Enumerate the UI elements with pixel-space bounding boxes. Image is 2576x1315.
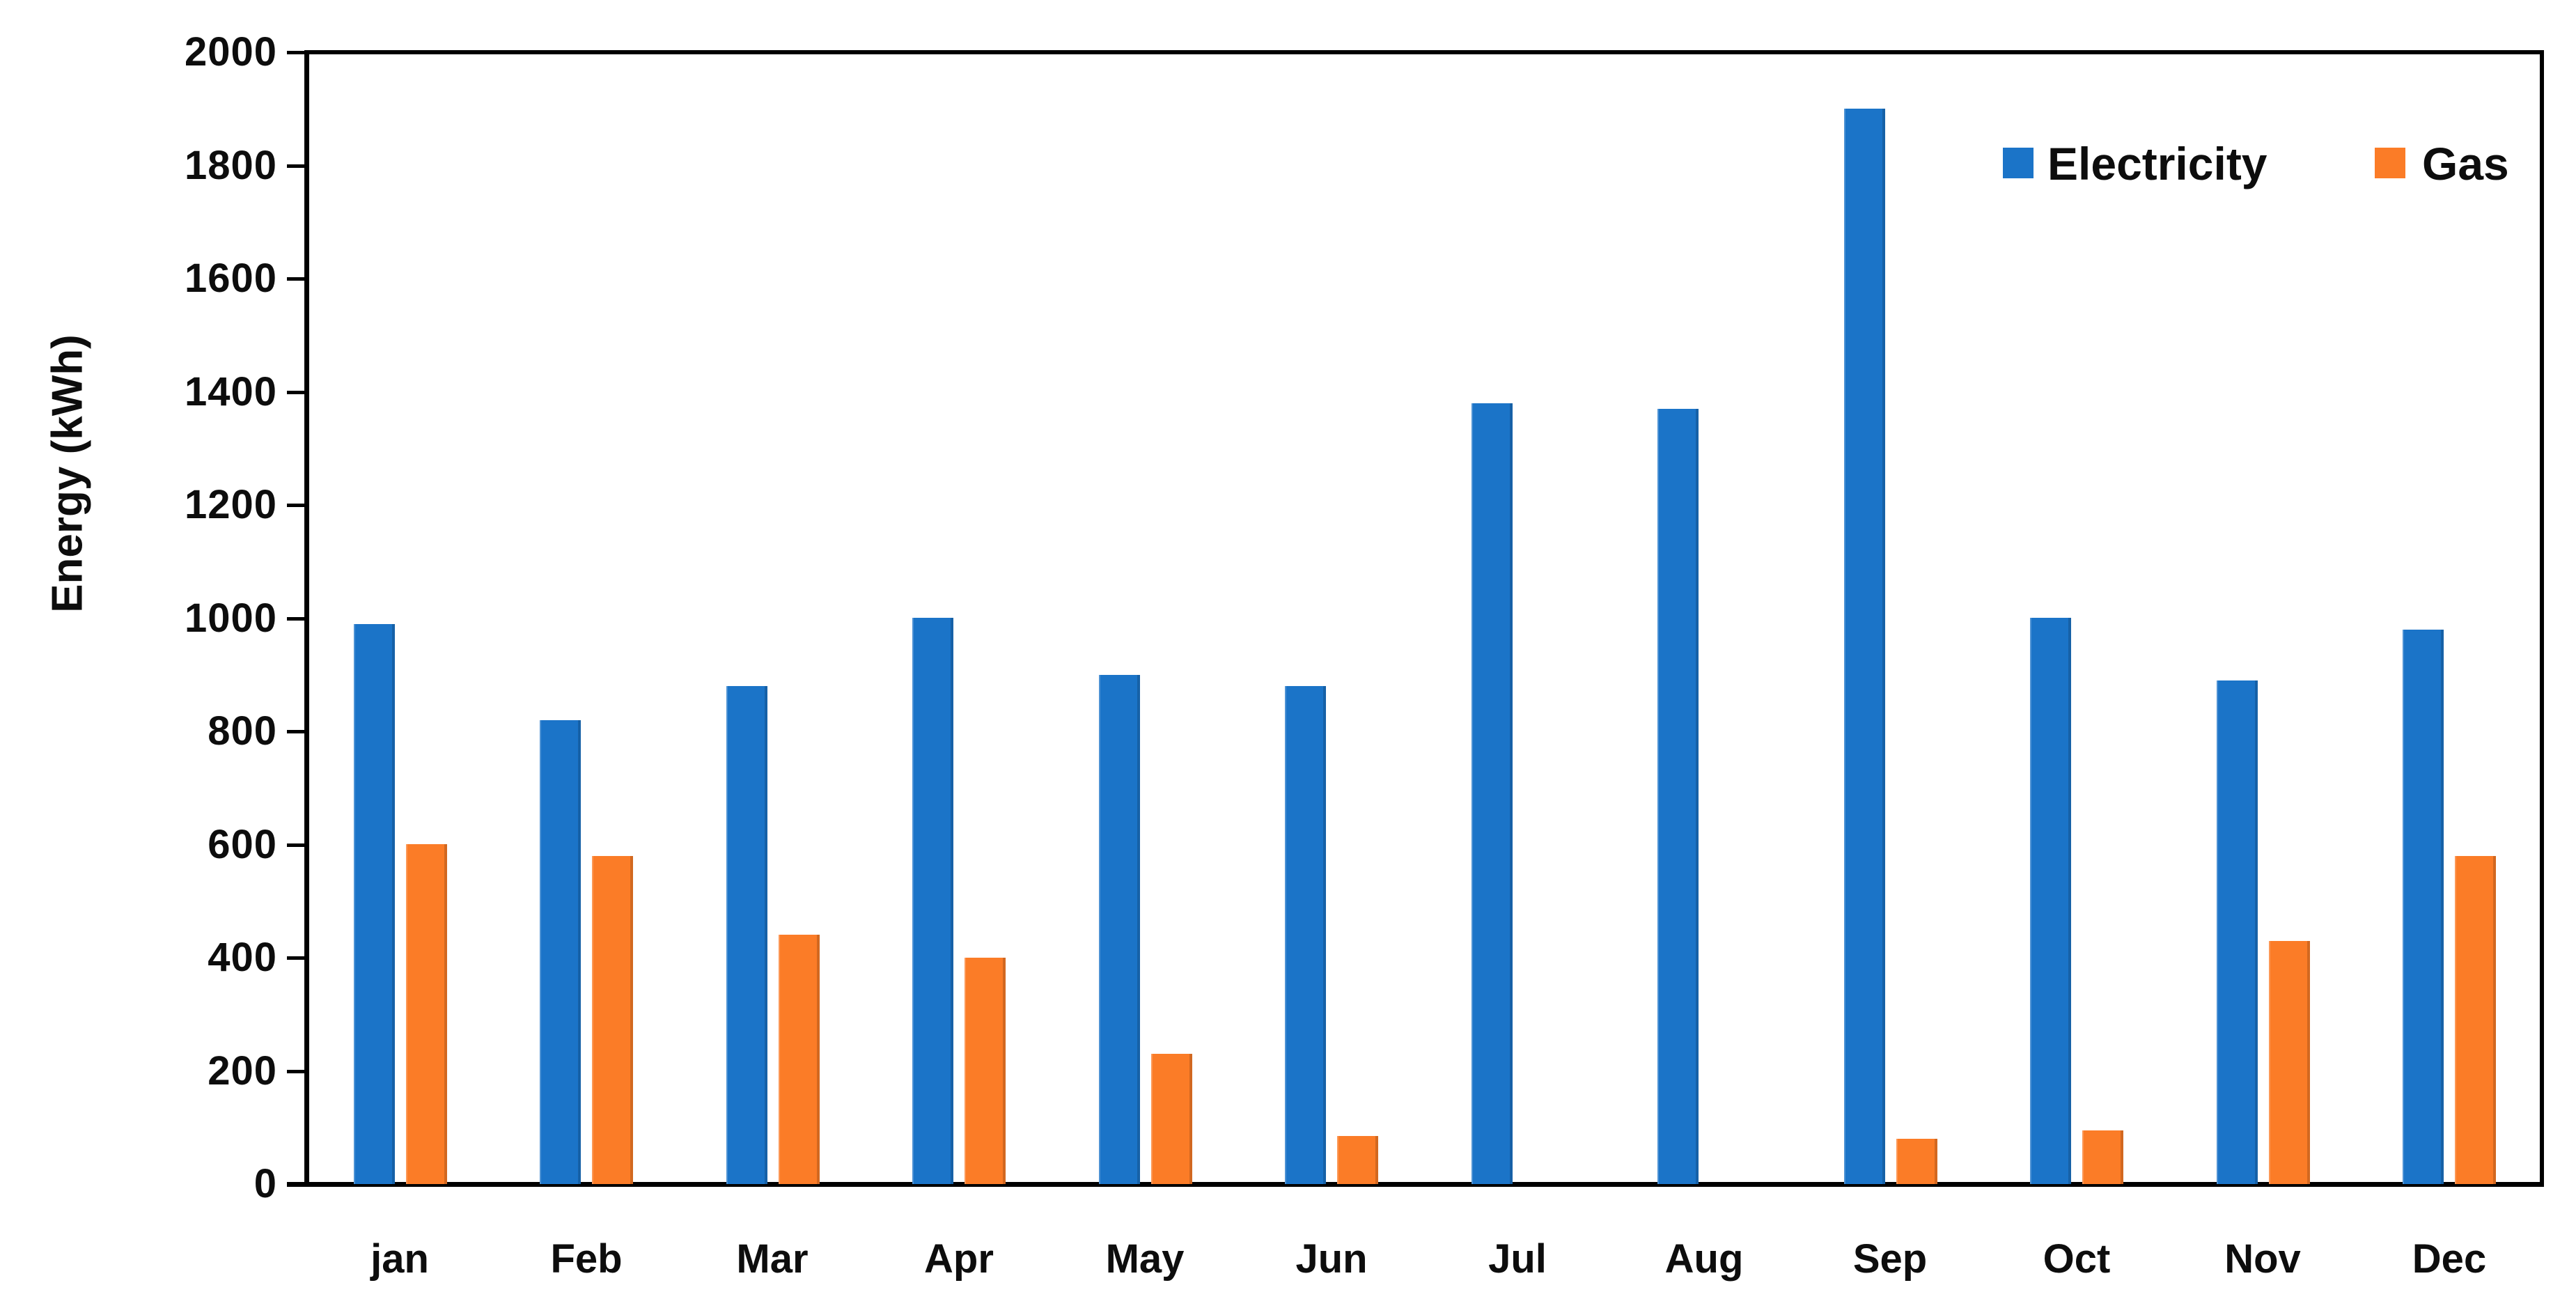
x-label-feb: Feb: [550, 1236, 623, 1282]
y-tick-mark-1400: [287, 390, 306, 394]
y-tick-label-400: 400: [208, 935, 277, 980]
bar-electricity-nov: [2217, 680, 2258, 1184]
y-tick-mark-1200: [287, 504, 306, 507]
legend-label-gas: Gas: [2422, 138, 2509, 189]
bar-gas-sep: [1896, 1139, 1937, 1184]
x-label-aug: Aug: [1664, 1236, 1744, 1282]
bar-electricity-jan: [354, 624, 395, 1184]
bar-gas-apr: [965, 958, 1006, 1184]
bar-electricity-feb: [540, 720, 581, 1184]
bar-electricity-mar: [726, 686, 767, 1184]
x-axis-line: [287, 1182, 2544, 1187]
y-tick-mark-800: [287, 730, 306, 733]
bar-gas-oct: [2082, 1130, 2123, 1184]
legend-swatch-gas: [2375, 148, 2405, 178]
x-label-nov: Nov: [2224, 1236, 2301, 1282]
bar-gas-dec: [2455, 856, 2496, 1184]
bar-gas-jan: [406, 844, 447, 1184]
legend-swatch-electricity: [2003, 148, 2034, 178]
bar-electricity-jun: [1285, 686, 1326, 1184]
y-tick-label-600: 600: [208, 821, 277, 867]
bar-gas-mar: [779, 935, 820, 1184]
y-tick-mark-2000: [287, 51, 306, 54]
bar-electricity-apr: [912, 618, 953, 1184]
bar-electricity-aug: [1657, 409, 1699, 1184]
plot-top-border: [304, 50, 2544, 54]
y-tick-mark-600: [287, 843, 306, 847]
y-tick-label-1200: 1200: [184, 482, 277, 527]
y-tick-label-200: 200: [208, 1048, 277, 1094]
bar-electricity-sep: [1844, 109, 1885, 1184]
y-tick-mark-200: [287, 1069, 306, 1073]
bar-gas-nov: [2269, 941, 2310, 1184]
y-tick-label-1000: 1000: [184, 595, 277, 641]
y-tick-mark-1600: [287, 277, 306, 281]
x-label-mar: Mar: [736, 1236, 809, 1282]
y-tick-label-0: 0: [253, 1161, 277, 1206]
x-label-apr: Apr: [924, 1236, 994, 1282]
y-tick-mark-1000: [287, 616, 306, 621]
x-label-jan: jan: [370, 1236, 429, 1282]
y-tick-label-800: 800: [208, 708, 277, 754]
y-tick-label-1800: 1800: [184, 142, 277, 188]
bar-electricity-jul: [1472, 403, 1513, 1184]
x-label-may: May: [1105, 1236, 1185, 1282]
y-tick-mark-400: [287, 956, 306, 960]
bar-electricity-may: [1099, 675, 1140, 1184]
bar-gas-feb: [592, 856, 633, 1184]
y-tick-label-2000: 2000: [184, 29, 277, 75]
y-tick-label-1400: 1400: [184, 368, 277, 414]
y-tick-mark-1800: [287, 164, 306, 168]
x-label-jul: Jul: [1488, 1236, 1547, 1282]
bar-electricity-oct: [2030, 618, 2071, 1184]
bar-electricity-dec: [2403, 630, 2444, 1184]
x-label-jun: Jun: [1295, 1236, 1368, 1282]
bar-gas-jun: [1337, 1136, 1378, 1184]
y-tick-mark-0: [287, 1183, 306, 1186]
legend-label-electricity: Electricity: [2047, 138, 2267, 189]
x-label-sep: Sep: [1852, 1236, 1928, 1282]
bar-gas-may: [1151, 1054, 1192, 1184]
x-label-oct: Oct: [2043, 1236, 2111, 1282]
y-tick-label-1600: 1600: [184, 256, 277, 301]
y-axis-line: [304, 50, 309, 1186]
plot-right-border: [2540, 50, 2544, 1187]
x-label-dec: Dec: [2412, 1236, 2487, 1282]
